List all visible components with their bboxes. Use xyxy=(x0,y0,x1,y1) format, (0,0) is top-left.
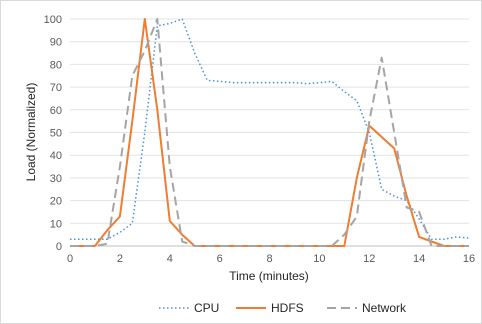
y-tick-label: 90 xyxy=(50,37,62,49)
x-tick-label: 6 xyxy=(217,253,223,265)
x-axis-ticks: 0 2 4 6 8 10 12 14 16 xyxy=(67,253,475,265)
y-tick-label: 0 xyxy=(56,241,62,253)
y-tick-label: 30 xyxy=(50,173,62,185)
x-axis-title: Time (minutes) xyxy=(229,269,309,283)
y-tick-label: 40 xyxy=(50,150,62,162)
series-line-cpu xyxy=(70,18,470,240)
y-tick-label: 60 xyxy=(50,105,62,117)
series-lines xyxy=(70,18,470,247)
x-tick-label: 8 xyxy=(266,253,272,265)
legend-label-hdfs: HDFS xyxy=(271,301,304,315)
gridlines xyxy=(70,18,469,247)
y-tick-label: 70 xyxy=(50,82,62,94)
x-tick-label: 12 xyxy=(363,253,375,265)
legend: CPU HDFS Network xyxy=(159,301,407,315)
y-tick-label: 50 xyxy=(50,128,62,140)
x-tick-label: 0 xyxy=(67,253,73,265)
y-tick-label: 80 xyxy=(50,59,62,71)
y-tick-label: 10 xyxy=(50,218,62,230)
x-tick-label: 16 xyxy=(463,253,475,265)
series-line-network xyxy=(70,18,469,247)
legend-label-cpu: CPU xyxy=(194,301,219,315)
y-axis-title: Load (Normalized) xyxy=(24,83,38,182)
y-tick-label: 20 xyxy=(50,196,62,208)
x-tick-label: 14 xyxy=(413,253,425,265)
y-axis-ticks: 0 10 20 30 40 50 60 70 80 90 100 xyxy=(44,14,62,253)
x-tick-label: 2 xyxy=(117,253,123,265)
y-tick-label: 100 xyxy=(44,14,62,26)
legend-label-network: Network xyxy=(362,301,407,315)
x-tick-label: 10 xyxy=(313,253,325,265)
x-tick-label: 4 xyxy=(167,253,173,265)
